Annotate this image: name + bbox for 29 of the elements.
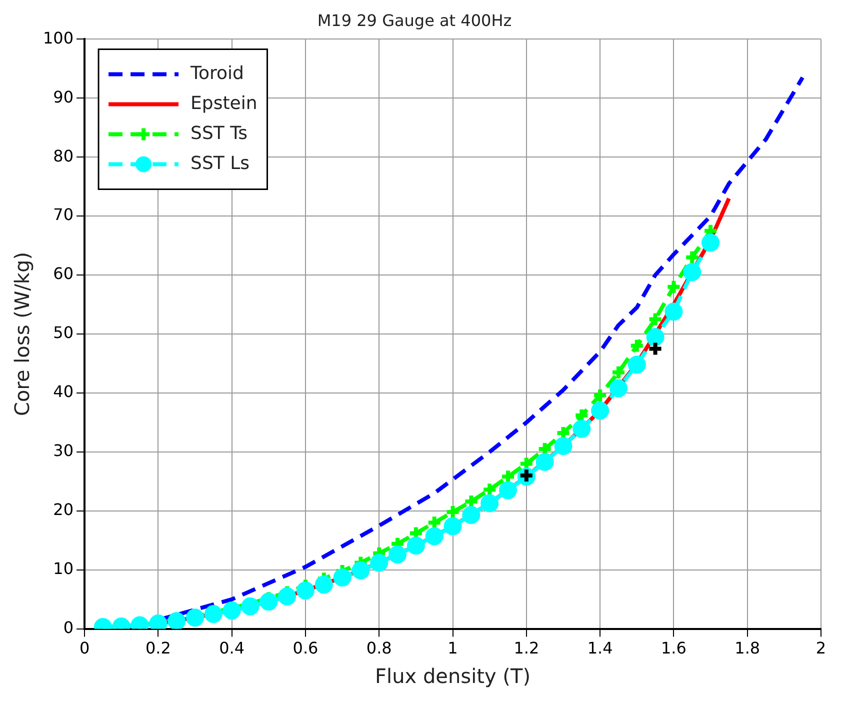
y-tick-label: 100 <box>42 28 74 48</box>
x-tick-label: 1.6 <box>660 638 686 658</box>
y-tick-label: 20 <box>53 500 74 520</box>
legend-label: SST Ls <box>190 152 250 174</box>
y-tick-label: 80 <box>53 146 74 166</box>
y-tick-label: 10 <box>53 558 74 578</box>
x-tick-label: 1.8 <box>734 638 760 658</box>
x-tick-label: 0.8 <box>366 638 392 658</box>
x-tick-label: 0 <box>79 638 90 658</box>
y-axis-title: Core loss (W/kg) <box>10 252 34 416</box>
y-tick-label: 0 <box>63 618 74 637</box>
x-tick-label: 0.2 <box>145 638 171 658</box>
y-tick-label: 50 <box>53 323 74 342</box>
x-tick-label: 1.2 <box>514 638 540 658</box>
x-tick-label: 1.4 <box>587 638 613 658</box>
x-tick-label: 2 <box>816 638 826 658</box>
x-tick-label: 0.4 <box>219 638 245 658</box>
x-tick-label: 0.6 <box>292 638 318 658</box>
y-tick-label: 90 <box>53 87 74 106</box>
y-tick-label: 40 <box>53 382 74 402</box>
y-tick-label: 70 <box>53 205 74 224</box>
y-tick-label: 60 <box>53 264 74 284</box>
x-axis-title: Flux density (T) <box>375 664 530 688</box>
legend-label: Toroid <box>190 62 244 84</box>
legend-label: Epstein <box>190 92 258 114</box>
x-tick-label: 1 <box>448 638 458 658</box>
y-tick-label: 30 <box>53 441 74 460</box>
chart-title: M19 29 Gauge at 400Hz <box>317 10 512 30</box>
legend-label: SST Ts <box>190 122 248 144</box>
